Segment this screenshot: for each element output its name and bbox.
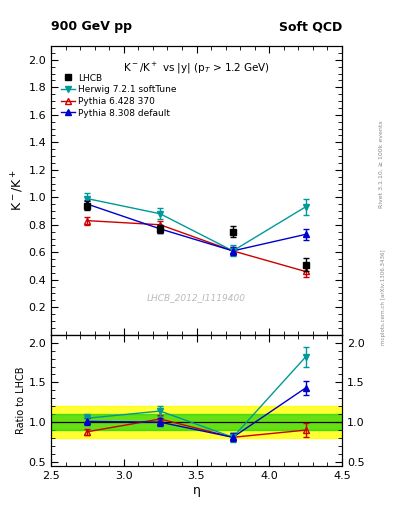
Text: Rivet 3.1.10, ≥ 100k events: Rivet 3.1.10, ≥ 100k events bbox=[379, 120, 384, 208]
Y-axis label: K$^-$/K$^+$: K$^-$/K$^+$ bbox=[9, 169, 26, 211]
Text: K$^-$/K$^+$ vs |y| (p$_T$ > 1.2 GeV): K$^-$/K$^+$ vs |y| (p$_T$ > 1.2 GeV) bbox=[123, 60, 270, 76]
Y-axis label: Ratio to LHCB: Ratio to LHCB bbox=[16, 367, 26, 434]
Bar bbox=[51, 414, 342, 430]
Bar bbox=[51, 407, 342, 438]
Text: Soft QCD: Soft QCD bbox=[279, 20, 342, 33]
Text: 900 GeV pp: 900 GeV pp bbox=[51, 20, 132, 33]
Text: mcplots.cern.ch [arXiv:1306.3436]: mcplots.cern.ch [arXiv:1306.3436] bbox=[381, 249, 386, 345]
Legend: LHCB, Herwig 7.2.1 softTune, Pythia 6.428 370, Pythia 8.308 default: LHCB, Herwig 7.2.1 softTune, Pythia 6.42… bbox=[59, 71, 180, 120]
Text: LHCB_2012_I1119400: LHCB_2012_I1119400 bbox=[147, 293, 246, 302]
X-axis label: η: η bbox=[193, 483, 200, 497]
